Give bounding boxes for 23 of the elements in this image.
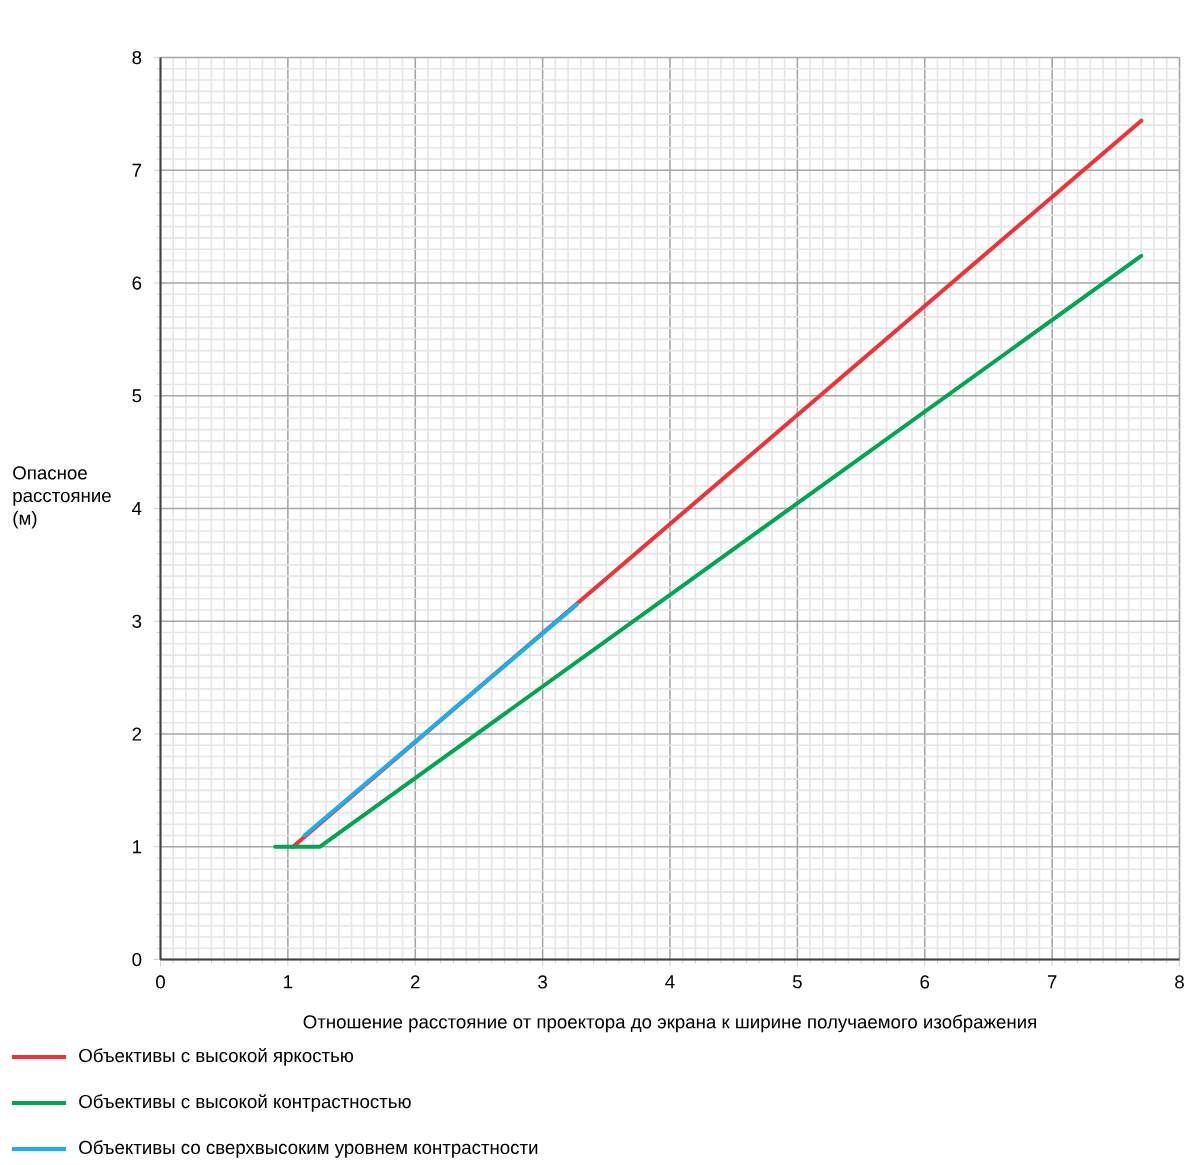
x-tick-label: 0 [156,975,165,989]
y-tick-label: 4 [132,502,142,515]
y-tick-label: 1 [133,840,142,854]
x-tick-label: 2 [411,975,420,989]
y-tick-label: 5 [132,389,142,403]
y-tick-label: 7 [132,163,142,177]
legend-label: Объективы с высокой контрастностью [79,1094,411,1112]
legend-label: Объективы с высокой яркостью [79,1048,354,1066]
x-axis-title: Отношение расстояние от проектора до экрана к ширине получаемого изображения [303,1014,1036,1033]
y-tick-label: 2 [132,727,142,741]
y-tick-label: 3 [132,614,142,628]
y-tick-label: 6 [132,276,142,290]
x-tick-label: 1 [284,975,293,989]
x-tick-label: 6 [920,975,930,989]
legend-label: Объективы со сверхвысоким уровнем контрастности [79,1140,538,1158]
x-tick-label: 8 [1175,975,1184,989]
y-axis-title: Опасное расстояние (м) [13,466,111,529]
y-tick-label: 8 [132,50,142,65]
y-tick-label: 0 [132,952,142,967]
x-tick-label: 5 [792,975,802,989]
x-tick-label: 3 [538,975,547,989]
x-tick-label: 4 [665,975,675,989]
x-tick-label: 7 [1047,975,1057,989]
